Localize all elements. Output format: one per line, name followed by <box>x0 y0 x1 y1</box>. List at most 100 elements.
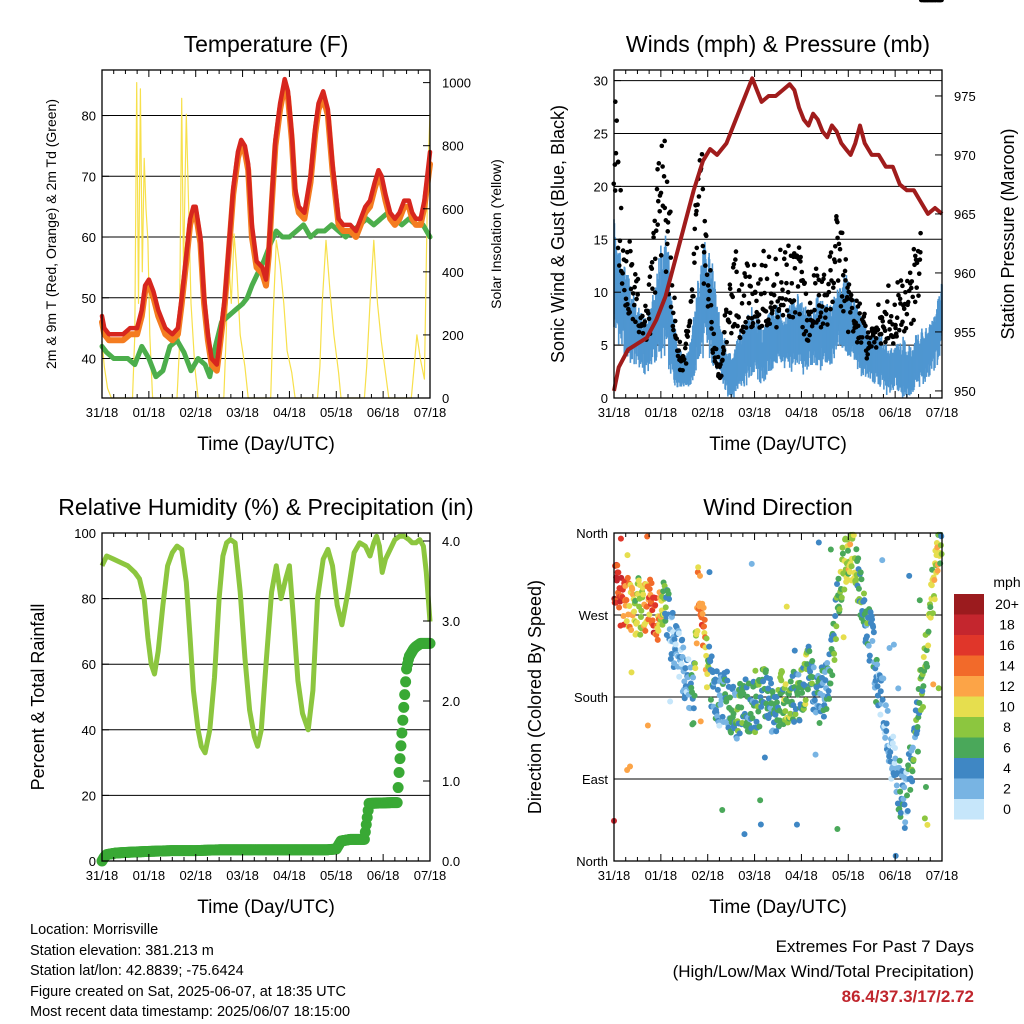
y-tick-label: North <box>576 526 608 541</box>
direction-point <box>714 686 721 693</box>
direction-point <box>727 729 734 736</box>
gust-point <box>835 219 840 225</box>
precip-point <box>394 753 406 765</box>
direction-point <box>675 630 682 637</box>
gust-point <box>862 311 867 317</box>
x-tick-label: 31/18 <box>86 405 119 420</box>
direction-point <box>804 686 811 693</box>
gust-point <box>735 323 740 329</box>
direction-point <box>690 705 697 712</box>
gust-point <box>689 287 695 292</box>
direction-point <box>703 635 710 642</box>
direction-point <box>877 688 884 695</box>
gust-point <box>904 311 910 317</box>
direction-point <box>866 652 873 659</box>
direction-point <box>779 668 786 675</box>
x-tick-label: 03/18 <box>226 405 259 420</box>
direction-point <box>755 708 762 715</box>
legend-swatch <box>954 594 984 615</box>
x-tick-label: 05/18 <box>320 405 353 420</box>
t9m-series <box>99 82 433 374</box>
y2-tick-label: 3.0 <box>442 614 460 629</box>
gust-point <box>786 243 791 249</box>
gust-point <box>615 245 621 251</box>
direction-point <box>865 642 872 649</box>
gust-point <box>700 186 706 192</box>
direction-point <box>665 590 672 597</box>
gust-point <box>647 274 653 280</box>
x-tick-label: 06/18 <box>879 405 912 420</box>
y2-tick-label: 0.0 <box>442 854 460 869</box>
direction-point <box>921 815 928 822</box>
gust-point <box>796 245 802 250</box>
direction-point <box>616 604 623 611</box>
gust-point <box>771 282 777 287</box>
direction-point <box>685 656 692 663</box>
direction-point <box>914 723 921 730</box>
x-tick-label: 02/18 <box>179 405 212 420</box>
gust-point <box>813 280 818 286</box>
direction-point <box>694 627 701 634</box>
precip-point <box>393 767 405 779</box>
legend-title: mph <box>993 574 1020 590</box>
direction-point <box>646 611 653 618</box>
direction-point <box>752 667 759 674</box>
x-tick-label: 07/18 <box>414 868 447 883</box>
x-tick-label: 04/18 <box>785 868 818 883</box>
gust-point <box>879 315 885 321</box>
gust-point <box>652 256 658 262</box>
direction-point <box>935 685 942 692</box>
gust-point <box>701 249 707 255</box>
x-tick-label: 31/18 <box>598 868 631 883</box>
gust-point <box>826 289 832 295</box>
direction-point <box>869 638 876 645</box>
gust-point <box>854 339 860 345</box>
gust-point <box>918 230 923 236</box>
direction-point <box>808 680 815 687</box>
direction-point <box>802 696 809 703</box>
direction-point <box>753 718 760 725</box>
gust-point <box>672 318 678 324</box>
direction-point <box>907 786 914 793</box>
direction-point <box>902 819 909 826</box>
legend-label: 12 <box>999 678 1015 694</box>
gust-point <box>848 310 853 315</box>
y-tick-label: 15 <box>594 232 608 247</box>
legend-label: 20+ <box>995 596 1019 612</box>
chart-title: Relative Humidity (%) & Precipitation (i… <box>58 494 473 520</box>
gust-point <box>676 348 682 353</box>
gust-point <box>771 292 777 298</box>
gust-point <box>885 299 890 304</box>
gust-point <box>818 310 824 315</box>
gust-point <box>839 294 845 299</box>
direction-point <box>877 711 884 718</box>
direction-point <box>699 610 706 617</box>
gust-point <box>654 186 660 192</box>
gust-point <box>623 296 629 302</box>
x-axis-label: Time (Day/UTC) <box>197 434 335 455</box>
gust-point <box>620 270 625 276</box>
gust-point <box>778 247 783 253</box>
direction-point <box>861 590 868 597</box>
x-tick-label: 02/18 <box>691 868 724 883</box>
direction-point <box>703 684 710 691</box>
direction-point <box>883 728 890 735</box>
gust-point <box>618 205 624 211</box>
y2-tick-label: 950 <box>954 384 976 399</box>
gust-point <box>883 311 889 317</box>
x-tick-label: 01/18 <box>645 405 678 420</box>
gust-point <box>630 291 636 296</box>
direction-point <box>890 641 897 648</box>
gust-point <box>615 159 621 165</box>
precip-point <box>399 689 411 701</box>
y2-tick-label: 955 <box>954 325 976 340</box>
direction-point <box>826 695 833 702</box>
direction-point <box>708 653 715 660</box>
direction-point <box>719 807 726 814</box>
direction-point <box>724 677 731 684</box>
gust-point <box>912 299 918 305</box>
direction-point <box>822 677 829 684</box>
gust-point <box>784 280 789 286</box>
gust-point <box>888 313 894 319</box>
gust-point <box>633 272 638 277</box>
